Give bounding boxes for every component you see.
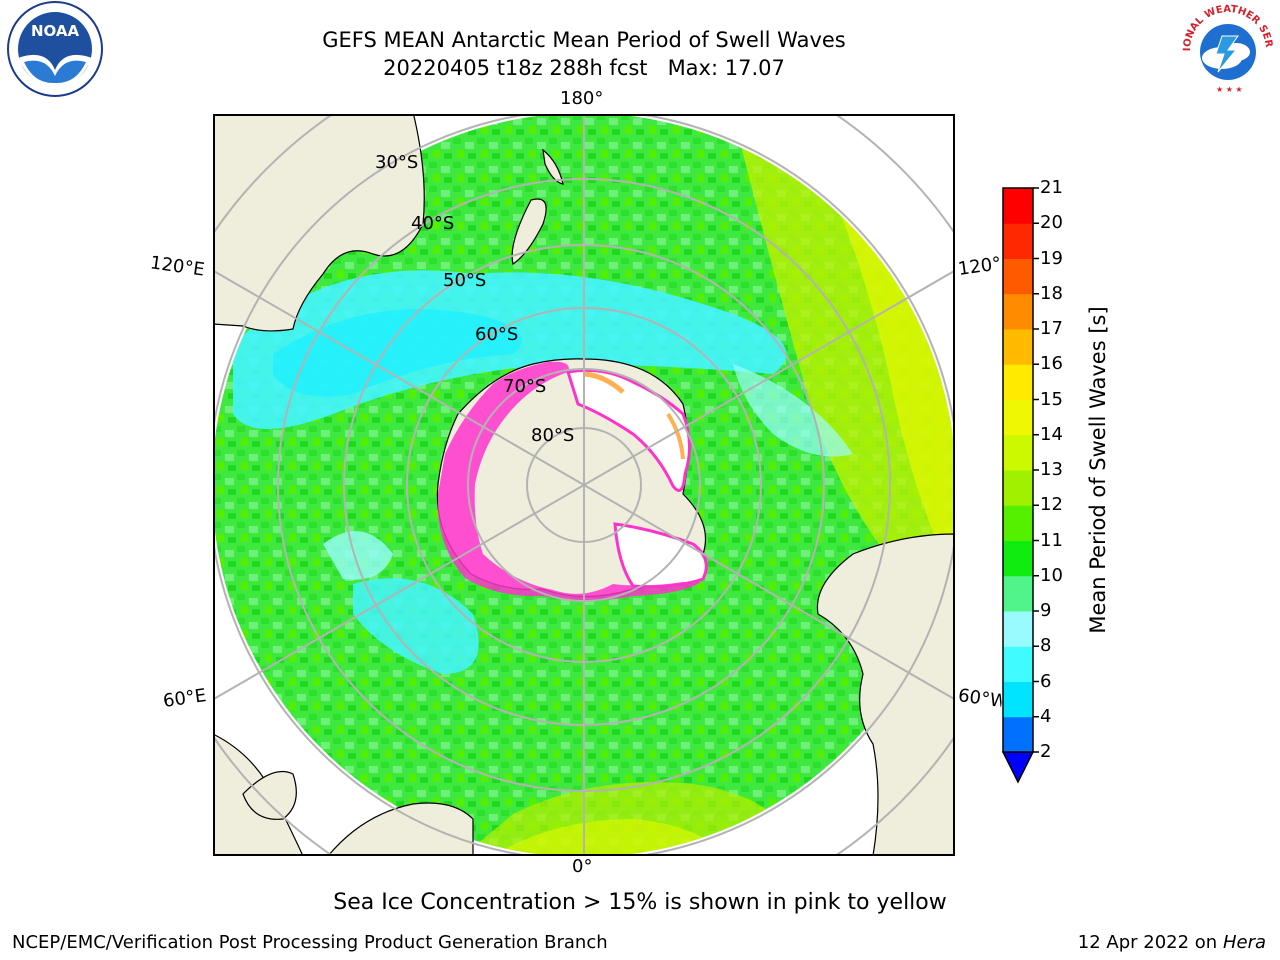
- footer-date: 12 Apr 2022 on Hera: [1078, 932, 1266, 953]
- lon-label-bottom: 0°: [572, 856, 593, 877]
- lon-label-upper-left: 120°E: [148, 252, 206, 281]
- colorbar: [1001, 187, 1039, 784]
- colorbar-tick-label: 13: [1040, 459, 1063, 480]
- colorbar-swatch: [1003, 681, 1033, 718]
- colorbar-tick-label: 18: [1040, 282, 1063, 304]
- lat-label: 50°S: [443, 270, 486, 291]
- colorbar-swatch: [1003, 293, 1033, 330]
- colorbar-tick-label: 20: [1040, 212, 1063, 234]
- colorbar-tick-label: 16: [1040, 353, 1063, 375]
- colorbar-tick-label: 21: [1040, 177, 1063, 198]
- colorbar-swatch: [1003, 505, 1033, 541]
- colorbar-swatch: [1003, 258, 1033, 295]
- colorbar-tick-label: 9: [1040, 600, 1052, 621]
- title-line-1: GEFS MEAN Antarctic Mean Period of Swell…: [322, 28, 846, 52]
- lat-label: 80°S: [531, 425, 574, 446]
- polar-map: 30°S 40°S 50°S 60°S 70°S 80°S: [213, 114, 955, 856]
- colorbar-swatch: [1003, 434, 1033, 471]
- colorbar-swatch: [1003, 646, 1033, 682]
- lon-label-top: 180°: [560, 88, 604, 109]
- colorbar-swatch: [1003, 188, 1033, 224]
- nws-logo: NATIONAL WEATHER SERVICE ★ ★ ★: [1174, 0, 1278, 100]
- colorbar-swatch: [1003, 364, 1033, 400]
- colorbar-tick-label: 12: [1040, 494, 1063, 516]
- colorbar-swatch: [1003, 399, 1033, 436]
- colorbar-tick-label: 10: [1040, 564, 1063, 586]
- graticule: [213, 114, 955, 856]
- lat-label: 60°S: [475, 324, 518, 345]
- colorbar-tick-label: 15: [1040, 388, 1063, 410]
- noaa-logo-text: NOAA: [31, 22, 80, 40]
- svg-text:★ ★ ★: ★ ★ ★: [1216, 85, 1243, 94]
- footer-credit: NCEP/EMC/Verification Post Processing Pr…: [12, 932, 608, 953]
- lon-label-lower-right: 60°W: [956, 685, 1004, 712]
- lat-label: 70°S: [503, 376, 546, 397]
- lon-label-lower-left: 60°E: [161, 685, 208, 712]
- colorbar-swatch: [1003, 716, 1033, 753]
- colorbar-tick-label: 14: [1040, 423, 1063, 445]
- footer-date-text: 12 Apr 2022 on: [1077, 932, 1223, 953]
- lon-label-upper-right: 120°W: [956, 253, 1004, 280]
- colorbar-tick-label: 11: [1040, 529, 1063, 551]
- noaa-logo: NOAA: [6, 0, 104, 98]
- title-line-2: 20220405 t18z 288h fcst Max: 17.07: [383, 56, 785, 80]
- footer-host: Hera: [1222, 932, 1266, 953]
- lat-label: 40°S: [411, 213, 454, 234]
- colorbar-tick-label: 19: [1040, 247, 1063, 269]
- colorbar-swatch: [1003, 470, 1033, 506]
- latitude-labels: 30°S 40°S 50°S 60°S 70°S 80°S: [375, 152, 574, 446]
- chart-title: GEFS MEAN Antarctic Mean Period of Swell…: [0, 26, 1168, 82]
- colorbar-swatch: [1003, 329, 1033, 365]
- colorbar-tick-label: 2: [1040, 741, 1052, 762]
- colorbar-swatch: [1003, 575, 1033, 612]
- colorbar-extend-arrow: [1001, 751, 1035, 784]
- colorbar-swatch: [1003, 540, 1033, 577]
- sea-ice-note: Sea Ice Concentration > 15% is shown in …: [333, 890, 947, 915]
- colorbar-swatch: [1003, 223, 1033, 259]
- colorbar-tick-label: 4: [1040, 705, 1052, 727]
- colorbar-tick-label: 8: [1040, 635, 1052, 657]
- colorbar-tick-label: 6: [1040, 670, 1052, 692]
- sea-ice: [437, 361, 708, 601]
- colorbar-swatch: [1003, 611, 1033, 647]
- colorbar-tick-label: 17: [1040, 318, 1063, 339]
- lat-label: 30°S: [375, 152, 418, 173]
- colorbar-title-text: Mean Period of Swell Waves [s]: [1086, 306, 1110, 634]
